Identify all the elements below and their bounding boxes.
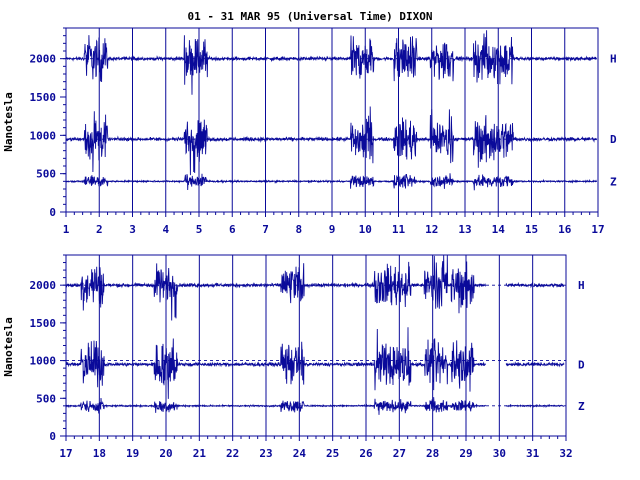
x-tick-label: 25 — [326, 447, 339, 460]
x-tick-label: 17 — [591, 223, 604, 236]
x-tick-label: 2 — [96, 223, 103, 236]
y-tick-label: 1000 — [30, 355, 57, 368]
x-tick-label: 10 — [359, 223, 372, 236]
y-axis-label-top: Nanotesla — [2, 92, 15, 152]
x-tick-label: 23 — [259, 447, 272, 460]
x-tick-label: 18 — [93, 447, 106, 460]
series-H-line — [65, 254, 565, 321]
x-tick-label: 11 — [392, 223, 406, 236]
y-tick-label: 500 — [36, 168, 56, 181]
y-tick-label: 0 — [49, 430, 56, 443]
y-tick-label: 0 — [49, 206, 56, 219]
x-tick-label: 22 — [226, 447, 239, 460]
chart-title: 01 - 31 MAR 95 (Universal Time) DIXON — [187, 10, 432, 23]
x-tick-label: 15 — [525, 223, 538, 236]
x-tick-label: 27 — [393, 447, 406, 460]
panel-bottom: 17 18 19 20 21 22 23 24 25 26 27 28 29 30 31 32 0 500 1000… — [30, 254, 585, 460]
x-tick-label: 13 — [458, 223, 471, 236]
y-tick-label: 500 — [36, 392, 56, 405]
y-axis-label-bottom: Nanotesla — [2, 317, 15, 377]
series-D-line — [65, 327, 565, 399]
x-tick-label: 32 — [559, 447, 572, 460]
x-tick-label: 24 — [293, 447, 307, 460]
series-H-label: H — [610, 53, 617, 66]
series-Z-label: Z — [578, 400, 585, 413]
x-tick-label: 29 — [459, 447, 472, 460]
series-D-label: D — [578, 358, 585, 371]
x-tick-label: 6 — [229, 223, 236, 236]
series-D-label: D — [610, 133, 617, 146]
panel-top: 1 2 3 4 5 6 7 8 9 10 11 12 13 14 15 16 17050010001500200… — [30, 27, 617, 236]
x-tick-label: 26 — [359, 447, 373, 460]
series-H-label: H — [578, 279, 585, 292]
series-H-line — [65, 30, 597, 95]
y-tick-label: 1500 — [30, 91, 57, 104]
x-tick-label: 9 — [329, 223, 336, 236]
x-tick-label: 8 — [295, 223, 302, 236]
x-tick-label: 28 — [426, 447, 439, 460]
x-tick-label: 20 — [159, 447, 172, 460]
y-tick-label: 1500 — [30, 317, 57, 330]
x-tick-label: 16 — [558, 223, 572, 236]
series-D-line — [65, 106, 597, 176]
y-tick-label: 2000 — [30, 53, 57, 66]
x-tick-label: 19 — [126, 447, 139, 460]
series-Z-label: Z — [610, 175, 617, 188]
x-tick-label: 4 — [162, 223, 169, 236]
y-tick-label: 2000 — [30, 279, 57, 292]
x-tick-label: 17 — [59, 447, 72, 460]
y-tick-label: 1000 — [30, 129, 57, 142]
x-tick-label: 7 — [262, 223, 269, 236]
x-tick-label: 5 — [196, 223, 203, 236]
x-tick-label: 12 — [425, 223, 438, 236]
x-tick-label: 31 — [526, 447, 540, 460]
x-tick-label: 21 — [193, 447, 207, 460]
series-Z-line — [65, 397, 565, 415]
x-tick-label: 3 — [129, 223, 136, 236]
series-Z-line — [65, 173, 597, 191]
x-tick-label: 1 — [63, 223, 70, 236]
plot-frame — [65, 254, 567, 437]
x-tick-label: 30 — [493, 447, 506, 460]
x-tick-label: 14 — [492, 223, 506, 236]
